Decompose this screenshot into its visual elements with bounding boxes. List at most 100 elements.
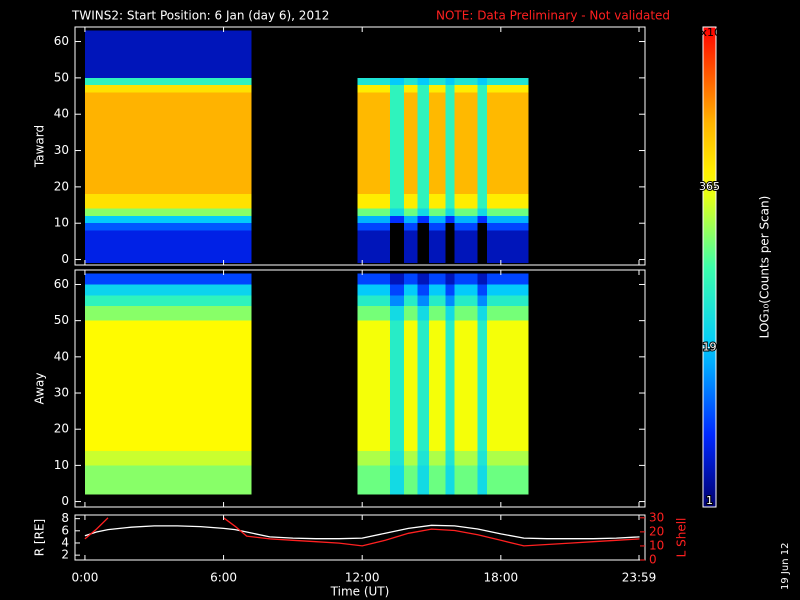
colorbar-tick-label: 19 [703,340,717,353]
heatmap-cell [417,284,430,296]
y-tick-label: 60 [54,34,69,48]
heatmap-cell [84,92,252,195]
y-tick-label: 60 [54,277,69,291]
colorbar-tick-label: 365 [699,180,720,193]
heatmap-cell [486,273,511,285]
heatmap-cell [510,85,529,93]
y2-axis-label: L Shell [675,518,689,558]
heatmap-cell [84,85,252,93]
heatmap-cell [477,320,487,451]
heatmap-cell [429,273,446,285]
heatmap-cell [389,450,404,466]
heatmap-cell [417,295,430,307]
heatmap-cell [445,77,455,86]
colorbar-label: LOG₁₀(Counts per Scan) [758,196,772,339]
heatmap-cell [357,465,390,495]
heatmap-cell [389,465,404,495]
heatmap-cell [510,208,529,216]
heatmap-cell [510,450,529,466]
colorbar [702,26,717,508]
heatmap-cell [417,85,430,93]
heatmap-cell [429,215,446,224]
heatmap-cell [486,295,511,307]
panel-frame [74,514,646,561]
heatmap-cell [84,30,252,78]
y-axis-label: Taward [33,125,47,168]
heatmap-cell [84,194,252,209]
heatmap-cell [357,295,390,307]
y-axis-label: Away [33,373,47,405]
heatmap-cell [510,320,529,451]
heatmap-cell [403,77,418,86]
heatmap-cell [445,320,455,451]
heatmap-cell [84,465,252,495]
y-tick-label: 4 [61,535,69,549]
heatmap-cell [84,215,252,224]
y-tick-label: 20 [54,422,69,436]
heatmap-cell [84,295,252,307]
heatmap-cell [403,215,418,224]
heatmap-cell [510,295,529,307]
heatmap-cell [429,284,446,296]
heatmap-cell [454,215,478,224]
heatmap-cell [403,465,418,495]
heatmap-cell [357,284,390,296]
heatmap-cell [486,92,511,195]
heatmap-cell [429,306,446,321]
y-tick-label: 20 [54,179,69,193]
heatmap-cell [403,208,418,216]
heatmap-cell [477,450,487,466]
y-tick-label: 10 [54,458,69,472]
colorbar-tick-label: 1 [706,494,713,507]
heatmap-cell [477,295,487,307]
heatmap-cell [389,320,404,451]
heatmap-cell [429,230,446,264]
heatmap-cell [84,450,252,466]
heatmap-cell [454,273,478,285]
heatmap-cell [429,223,446,231]
heatmap-cell [389,194,404,209]
heatmap-cell [357,230,390,264]
heatmap-cell [510,230,529,264]
heatmap-cell [510,284,529,296]
y-tick-label: 6 [61,523,69,537]
heatmap-cell [510,194,529,209]
heatmap-cell [454,450,478,466]
heatmap-cell [389,284,404,296]
line-series [84,524,640,540]
heatmap-cell [403,306,418,321]
x-tick-label: 23:59 [622,571,657,585]
heatmap-cell [510,92,529,195]
chart-title: TWINS2: Start Position: 6 Jan (day 6), 2… [71,9,329,23]
x-tick-label: 6:00 [210,571,237,585]
heatmap-cell [403,320,418,451]
y-tick-label: 0 [61,494,69,508]
heatmap-cell [357,208,390,216]
heatmap-cell [454,92,478,195]
heatmap-cell [454,465,478,495]
heatmap-cell [357,223,390,231]
heatmap-cell [486,284,511,296]
heatmap-cell [445,273,455,285]
y-tick-label: 50 [54,70,69,84]
heatmap-cell [486,85,511,93]
heatmap-cell [454,320,478,451]
heatmap-cell [454,306,478,321]
heatmap-cell [454,295,478,307]
heatmap-cell [389,306,404,321]
heatmap-cell [445,85,455,93]
heatmap-cell [429,85,446,93]
heatmap-cell [417,450,430,466]
y2-tick-label: 0 [649,553,657,567]
heatmap-cell [477,77,487,86]
heatmap-cell [486,223,511,231]
note: NOTE: Data Preliminary - Not validated [436,9,670,23]
heatmap-cell [486,306,511,321]
heatmap-cell [84,284,252,296]
heatmap-cell [477,284,487,296]
y-tick-label: 8 [61,511,69,525]
heatmap-cell [84,208,252,216]
heatmap-cell [357,450,390,466]
heatmap-cell [454,77,478,86]
